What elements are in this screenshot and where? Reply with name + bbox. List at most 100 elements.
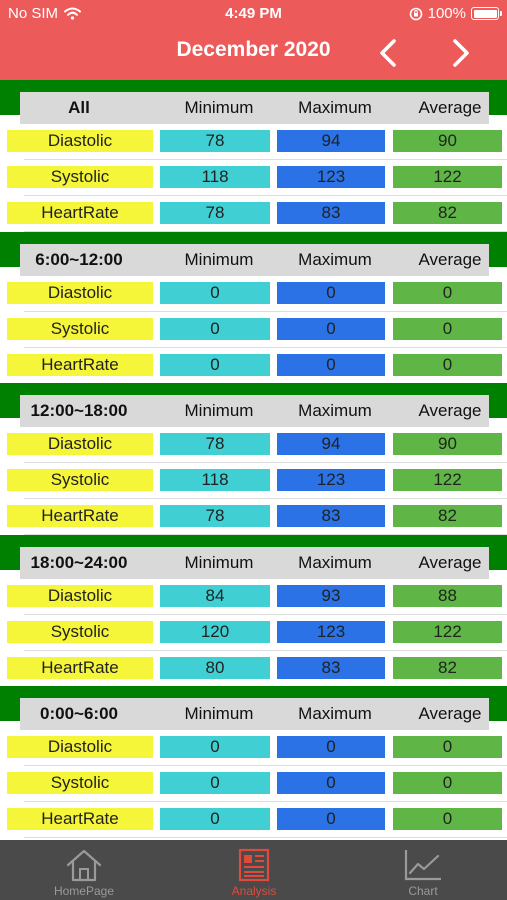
table-row: Systolic 118 123 122	[0, 160, 507, 196]
section-title: 6:00~12:00	[35, 249, 123, 269]
tab-homepage[interactable]: HomePage	[14, 840, 154, 900]
row-label: Diastolic	[7, 736, 153, 758]
table-row: HeartRate 0 0 0	[0, 348, 507, 384]
row-label: Diastolic	[7, 130, 153, 152]
section-4: 0:00~6:00 Minimum Maximum Average Diastolic 0…	[0, 686, 507, 838]
average-value: 88	[393, 584, 502, 607]
battery-icon	[471, 7, 502, 20]
column-header-average: Average	[418, 704, 482, 723]
row-label: Diastolic	[7, 584, 153, 607]
maximum-value: 0	[277, 808, 385, 830]
prev-month-button[interactable]	[371, 36, 405, 70]
row-label: Systolic	[7, 620, 153, 643]
minimum-value: 118	[160, 469, 270, 491]
column-header-minimum: Minimum	[184, 249, 254, 269]
maximum-value: 93	[277, 584, 385, 607]
column-header-maximum: Maximum	[298, 401, 372, 420]
minimum-value: 0	[160, 808, 270, 830]
column-header-maximum: Maximum	[298, 249, 372, 269]
average-value: 82	[393, 202, 502, 224]
table-row: HeartRate 0 0 0	[0, 802, 507, 838]
row-divider	[24, 462, 507, 463]
row-label: Systolic	[7, 166, 153, 188]
analysis-icon	[238, 848, 270, 882]
average-value: 122	[393, 166, 502, 188]
month-title: December 2020	[176, 38, 331, 61]
table-row: Diastolic 0 0 0	[0, 276, 507, 312]
tab-chart-label: Chart	[408, 884, 438, 898]
average-value: 0	[393, 736, 502, 758]
section-column-header: All Minimum Maximum Average	[20, 92, 489, 124]
minimum-value: 80	[160, 656, 270, 679]
average-value: 0	[393, 808, 502, 830]
row-label: Systolic	[7, 772, 153, 794]
section-column-header: 0:00~6:00 Minimum Maximum Average	[20, 698, 489, 730]
table-row: HeartRate 80 83 82	[0, 651, 507, 687]
average-value: 122	[393, 469, 502, 491]
minimum-value: 78	[160, 433, 270, 455]
row-divider	[24, 346, 507, 348]
column-header-minimum: Minimum	[184, 704, 254, 723]
section-2: 12:00~18:00 Minimum Maximum Average Diastoli…	[0, 383, 507, 535]
maximum-value: 123	[277, 620, 385, 643]
maximum-value: 0	[277, 772, 385, 794]
minimum-value: 118	[160, 166, 270, 188]
row-label: HeartRate	[7, 353, 153, 376]
next-month-button[interactable]	[444, 36, 478, 70]
row-divider	[24, 195, 507, 196]
carrier-label: No SIM	[8, 5, 59, 22]
minimum-value: 78	[160, 505, 270, 527]
minimum-value: 78	[160, 202, 270, 224]
battery-percent: 100%	[427, 5, 466, 22]
maximum-value: 0	[277, 281, 385, 304]
average-value: 82	[393, 656, 502, 679]
maximum-value: 94	[277, 130, 385, 152]
column-header-maximum: Maximum	[298, 98, 372, 117]
maximum-value: 0	[277, 317, 385, 340]
row-divider	[24, 613, 507, 615]
row-divider	[24, 310, 507, 312]
row-divider	[24, 649, 507, 651]
average-value: 90	[393, 433, 502, 455]
average-value: 0	[393, 317, 502, 340]
average-value: 0	[393, 353, 502, 376]
row-label: Diastolic	[7, 433, 153, 455]
column-header-maximum: Maximum	[298, 552, 372, 572]
minimum-value: 0	[160, 772, 270, 794]
minimum-value: 0	[160, 736, 270, 758]
table-row: HeartRate 78 83 82	[0, 196, 507, 232]
column-header-average: Average	[418, 249, 482, 269]
section-column-header: 6:00~12:00 Minimum Maximum Average	[20, 243, 489, 276]
section-title: 0:00~6:00	[40, 704, 118, 723]
section-column-header: 18:00~24:00 Minimum Maximum Average	[20, 546, 489, 579]
row-divider	[24, 801, 507, 802]
maximum-value: 94	[277, 433, 385, 455]
table-row: Diastolic 78 94 90	[0, 124, 507, 160]
status-left: No SIM	[8, 5, 82, 22]
table-row: Diastolic 78 94 90	[0, 427, 507, 463]
row-label: HeartRate	[7, 202, 153, 224]
section-title: 18:00~24:00	[30, 552, 128, 572]
maximum-value: 83	[277, 202, 385, 224]
row-label: Diastolic	[7, 281, 153, 304]
minimum-value: 120	[160, 620, 270, 643]
section-column-header: 12:00~18:00 Minimum Maximum Average	[20, 395, 489, 427]
section-title: 12:00~18:00	[30, 401, 128, 420]
tab-homepage-label: HomePage	[53, 884, 115, 898]
row-divider	[24, 837, 507, 838]
row-label: Systolic	[7, 469, 153, 491]
status-right: 100%	[409, 5, 502, 22]
chart-icon	[404, 850, 441, 881]
section-3: 18:00~24:00 Minimum Maximum Average Diastoli…	[0, 534, 507, 687]
minimum-value: 84	[160, 584, 270, 607]
home-icon	[66, 849, 102, 882]
chevron-right-icon	[453, 39, 469, 67]
average-value: 122	[393, 620, 502, 643]
status-time: 4:49 PM	[225, 5, 282, 22]
table-row: Systolic 0 0 0	[0, 766, 507, 802]
row-label: HeartRate	[7, 656, 153, 679]
tab-chart[interactable]: Chart	[353, 840, 493, 900]
tab-analysis[interactable]: Analysis	[184, 840, 324, 900]
column-header-maximum: Maximum	[298, 704, 372, 723]
row-divider	[24, 498, 507, 499]
